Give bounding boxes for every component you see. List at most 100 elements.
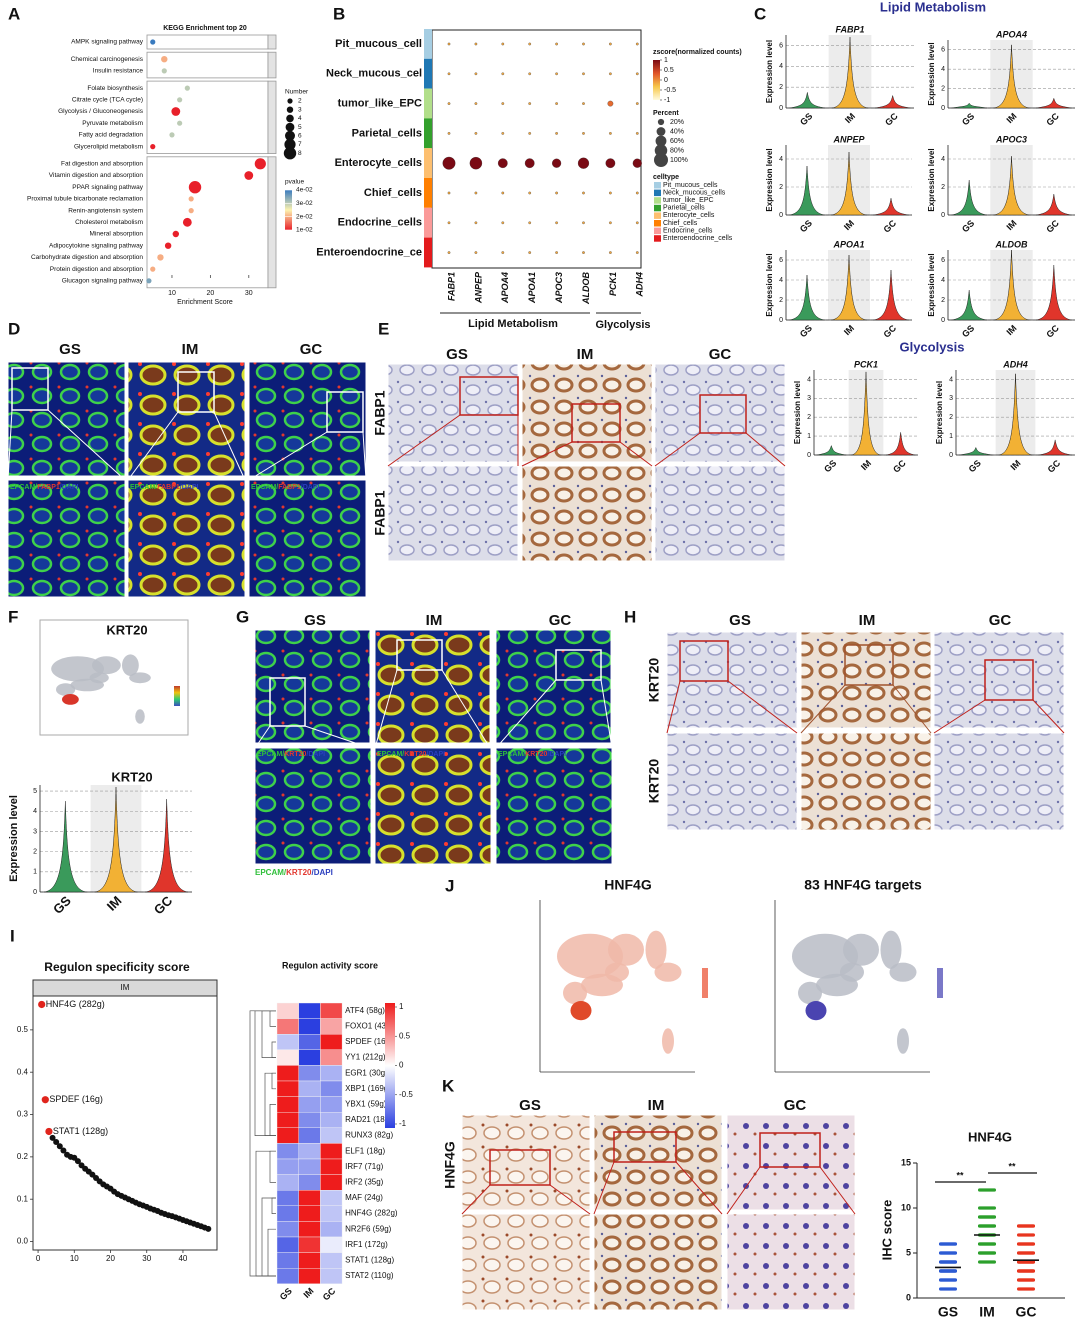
column-header: GC [989, 612, 1012, 629]
panel-label: J [445, 876, 454, 895]
dot [582, 72, 585, 76]
column-header: IM [426, 612, 443, 629]
zoom-box [679, 640, 729, 682]
colorbar [285, 190, 292, 230]
legend-label: 3 [298, 106, 302, 113]
dot [635, 221, 639, 225]
dot [501, 72, 505, 76]
point [53, 1139, 60, 1146]
heat-cell [276, 1189, 299, 1206]
dot [497, 158, 508, 169]
y-tick-label: 5 [906, 1247, 911, 1257]
legend-label: 40% [670, 128, 684, 135]
pathway-label: Fatty acid degradation [79, 132, 144, 139]
stain-part: FABP1 [37, 484, 60, 491]
heat-cell [276, 1221, 299, 1238]
panel-label: B [333, 4, 345, 23]
group-box [146, 51, 269, 79]
zoom-box [489, 1149, 551, 1186]
pathway-label: Chemical carcinogenesis [71, 56, 144, 63]
row-label: IRF7 (71g) [345, 1162, 384, 1171]
y-tick-label: 4 [949, 376, 953, 383]
umap-cluster [662, 1028, 674, 1054]
panel-label: G [236, 607, 249, 626]
zoom-line [213, 411, 246, 481]
dot [582, 251, 585, 254]
dot [609, 251, 612, 254]
heat-cell [276, 1049, 299, 1066]
dendrogram [267, 1228, 276, 1277]
legend-label: Enterocyte_cells [663, 212, 715, 219]
colorbar [653, 60, 660, 100]
group-label: IM [859, 458, 873, 472]
point [1017, 1224, 1035, 1228]
plot-title: KRT20 [106, 622, 147, 637]
stain-part: EPCAM/ [498, 751, 525, 758]
axis-label: Expression level [765, 40, 774, 103]
y-tick-label: 3 [807, 395, 811, 402]
heat-cell [320, 1189, 343, 1206]
plot-title: FABP1 [835, 24, 864, 34]
violin [1036, 264, 1072, 321]
heat-cell [298, 1018, 321, 1035]
heat-cell [276, 1065, 299, 1082]
y-tick-label: 0 [779, 212, 783, 219]
legend-dot [287, 98, 293, 104]
zoom-box [844, 644, 894, 686]
zoom-box [396, 639, 443, 671]
stain-part: EPCAM/ [10, 484, 37, 491]
legend-label: 1 [664, 57, 668, 64]
stain-part: /DAPI [547, 751, 566, 758]
x-tick-label: 20 [206, 290, 214, 297]
stain-part: KRT20 [525, 751, 547, 758]
micrograph [254, 747, 372, 865]
micrograph [374, 629, 491, 744]
heat-cell [298, 1111, 321, 1128]
dot [474, 221, 478, 225]
umap-cluster [843, 933, 879, 966]
group-strip [267, 80, 277, 154]
x-tick-label: 30 [245, 290, 253, 297]
dot [582, 191, 585, 195]
micrograph [521, 363, 653, 463]
umap-cluster [557, 933, 623, 979]
y-tick-label: 4 [779, 277, 783, 284]
violin [1036, 97, 1072, 109]
dot [528, 191, 532, 195]
group-label: GS [822, 458, 838, 474]
y-tick-label: 1 [33, 869, 37, 876]
dot [182, 217, 192, 227]
group-label: GC [881, 323, 898, 340]
section-title: Lipid Metabolism [880, 0, 986, 14]
dot [150, 39, 156, 45]
column-header: GC [784, 1097, 807, 1114]
row-label: MAF (24g) [345, 1193, 383, 1202]
zoom-line [461, 1184, 491, 1215]
group-label: IM [843, 111, 857, 125]
column-header: GC [549, 612, 572, 629]
micrograph [248, 479, 367, 598]
legend-label: Chief_cells [663, 220, 698, 227]
legend-label: 0.5 [664, 67, 674, 74]
dot [635, 251, 639, 254]
heat-cell [298, 1096, 321, 1113]
stain-part: EPCAM/ [255, 868, 287, 877]
legend-swatch [654, 204, 661, 212]
group-label: GS [798, 323, 814, 339]
panel-label: F [8, 607, 18, 626]
dot [188, 181, 202, 194]
zoom-line [727, 680, 798, 734]
dot [555, 132, 558, 135]
violin [94, 787, 138, 893]
heat-cell [298, 1065, 321, 1082]
umap-cluster [608, 933, 644, 966]
dot [528, 251, 532, 254]
violin [959, 446, 993, 456]
column-label: APOC3 [554, 272, 564, 304]
pathway-label: Protein digestion and absorption [50, 266, 144, 273]
celltype-strip [424, 29, 432, 59]
stain-part: /DAPI [311, 868, 332, 877]
pathway-label: PPAR signaling pathway [72, 184, 143, 191]
group-label: IM [1004, 111, 1018, 125]
group-label: Glycolysis [595, 319, 650, 331]
